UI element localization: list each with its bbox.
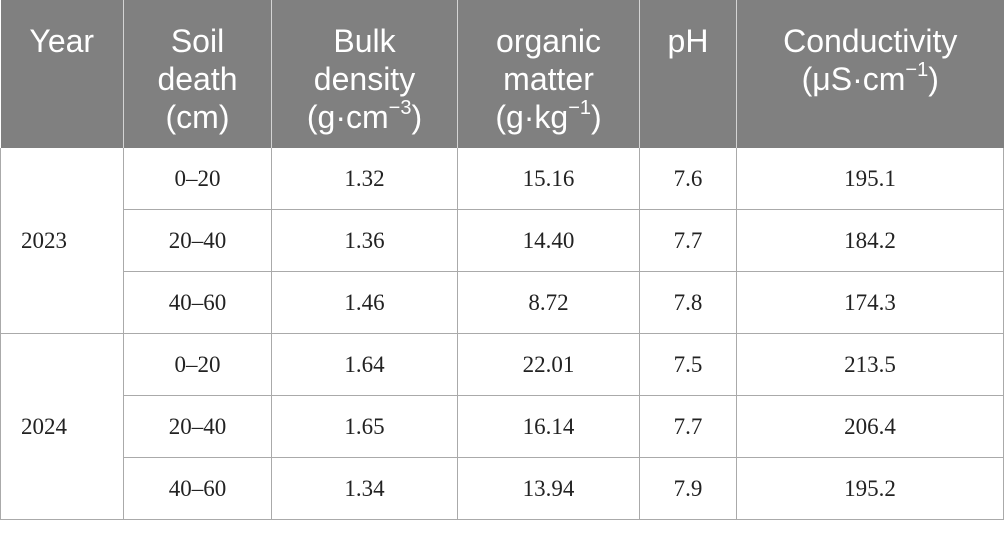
conductivity-cell: 195.2	[736, 457, 1004, 520]
table-row: 40–60 1.46 8.72 7.8 174.3	[1, 271, 1004, 334]
header-bulk-density-line1: Bulk	[333, 23, 396, 59]
depth-cell: 0–20	[123, 148, 272, 210]
depth-cell: 20–40	[123, 209, 272, 272]
header-organic-matter-unit-base: (g·kg	[495, 99, 569, 135]
organic-matter-cell: 22.01	[457, 333, 640, 396]
depth-cell: 20–40	[123, 395, 272, 458]
header-organic-matter: organic matter (g·kg−1)	[457, 0, 640, 148]
conductivity-cell: 206.4	[736, 395, 1004, 458]
header-organic-matter-unit-close: )	[591, 99, 602, 135]
header-year-label: Year	[29, 23, 95, 59]
ph-cell: 7.5	[639, 333, 737, 396]
header-soil-depth: Soil death (cm)	[123, 0, 272, 148]
header-soil-depth-unit: (cm)	[165, 99, 230, 135]
depth-cell: 40–60	[123, 271, 272, 334]
table-row: 20–40 1.36 14.40 7.7 184.2	[1, 209, 1004, 272]
header-conductivity-unit-base: (μS·cm	[801, 61, 906, 97]
year-cell: 2024	[0, 333, 124, 520]
ph-cell: 7.7	[639, 395, 737, 458]
header-organic-matter-unit: (g·kg−1)	[464, 98, 633, 136]
header-organic-matter-line1: organic	[496, 23, 601, 59]
organic-matter-cell: 15.16	[457, 148, 640, 210]
depth-cell: 0–20	[123, 333, 272, 396]
table-header: Year Soil death (cm) Bulk density (g·cm−…	[0, 0, 1004, 148]
header-conductivity-unit: (μS·cm−1)	[743, 60, 998, 98]
header-organic-matter-unit-exponent: −1	[568, 97, 592, 120]
header-bulk-density-line2: density	[313, 61, 416, 97]
bulk-density-cell: 1.32	[271, 148, 458, 210]
soil-properties-table: Year Soil death (cm) Bulk density (g·cm−…	[0, 0, 1004, 520]
header-bulk-density-unit-close: )	[411, 99, 423, 135]
header-bulk-density-unit-base: (g·cm	[306, 99, 389, 135]
table-row: 2024 0–20 1.64 22.01 7.5 213.5	[0, 333, 1004, 520]
table-body: 2023 0–20 1.32 15.16 7.6 195.1 20–40 1.3…	[0, 148, 1004, 520]
organic-matter-cell: 16.14	[457, 395, 640, 458]
ph-cell: 7.9	[639, 457, 737, 520]
header-ph-label: pH	[667, 23, 709, 59]
header-organic-matter-line2: matter	[503, 61, 594, 97]
organic-matter-cell: 8.72	[457, 271, 640, 334]
header-row: Year Soil death (cm) Bulk density (g·cm−…	[0, 0, 1004, 148]
bulk-density-cell: 1.64	[271, 333, 458, 396]
header-bulk-density: Bulk density (g·cm−3)	[271, 0, 458, 148]
conductivity-cell: 184.2	[736, 209, 1004, 272]
header-conductivity-unit-close: )	[928, 61, 939, 97]
bulk-density-cell: 1.65	[271, 395, 458, 458]
header-conductivity-unit-exponent: −1	[905, 59, 929, 82]
conductivity-cell: 195.1	[736, 148, 1004, 210]
ph-cell: 7.7	[639, 209, 737, 272]
table-row: 2023 0–20 1.32 15.16 7.6 195.1	[0, 148, 1004, 334]
conductivity-cell: 174.3	[736, 271, 1004, 334]
bulk-density-cell: 1.36	[271, 209, 458, 272]
header-conductivity-label: Conductivity	[783, 23, 958, 59]
ph-cell: 7.6	[639, 148, 737, 210]
header-soil-depth-line1: Soil	[170, 23, 225, 59]
table-row: 20–40 1.65 16.14 7.7 206.4	[1, 395, 1004, 458]
ph-cell: 7.8	[639, 271, 737, 334]
depth-cell: 40–60	[123, 457, 272, 520]
header-ph: pH	[639, 0, 737, 148]
bulk-density-cell: 1.34	[271, 457, 458, 520]
year-cell: 2023	[0, 148, 124, 334]
header-conductivity: Conductivity (μS·cm−1)	[736, 0, 1004, 148]
table-row: 40–60 1.34 13.94 7.9 195.2	[1, 457, 1004, 520]
conductivity-cell: 213.5	[736, 333, 1004, 396]
header-bulk-density-unit: (g·cm−3)	[278, 98, 451, 136]
header-soil-depth-line2: death	[157, 61, 238, 97]
header-bulk-density-unit-exponent: −3	[388, 97, 412, 120]
header-year: Year	[0, 0, 124, 148]
organic-matter-cell: 14.40	[457, 209, 640, 272]
organic-matter-cell: 13.94	[457, 457, 640, 520]
bulk-density-cell: 1.46	[271, 271, 458, 334]
